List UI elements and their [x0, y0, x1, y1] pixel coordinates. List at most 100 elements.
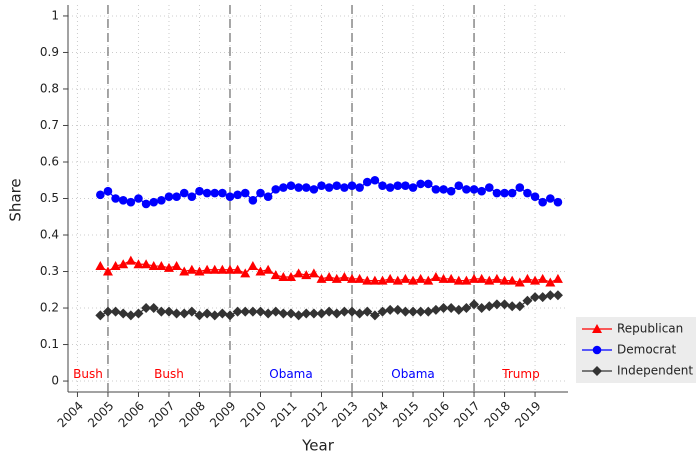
marker — [156, 261, 167, 271]
marker — [317, 181, 326, 191]
marker — [309, 185, 319, 194]
marker — [507, 188, 517, 198]
marker — [538, 197, 547, 207]
marker — [415, 273, 426, 283]
marker — [316, 308, 327, 319]
marker — [301, 270, 312, 280]
marker — [484, 183, 494, 192]
legend-label: Republican — [617, 322, 683, 336]
marker — [294, 183, 303, 192]
marker — [148, 261, 159, 271]
marker — [210, 188, 220, 198]
marker — [224, 264, 235, 274]
marker — [134, 194, 143, 203]
x-axis-title: Year — [301, 437, 335, 455]
marker — [423, 275, 434, 285]
marker — [202, 188, 212, 198]
term-label: Obama — [391, 367, 434, 381]
marker — [256, 188, 265, 198]
marker — [118, 259, 129, 269]
marker — [423, 179, 433, 189]
marker — [438, 303, 449, 314]
marker — [491, 273, 502, 283]
marker — [514, 277, 525, 287]
marker — [286, 181, 296, 191]
marker — [179, 308, 190, 319]
marker — [492, 188, 502, 198]
y-tick-label: 0.1 — [40, 337, 59, 351]
marker — [194, 266, 205, 276]
marker — [523, 188, 532, 198]
marker — [454, 181, 464, 191]
marker — [514, 301, 525, 312]
marker — [401, 181, 410, 191]
marker — [141, 303, 152, 314]
marker — [545, 277, 556, 287]
marker — [362, 306, 373, 317]
x-tick-label: 2009 — [207, 399, 238, 430]
marker — [385, 273, 396, 283]
marker — [469, 299, 480, 310]
marker — [194, 310, 205, 321]
y-tick-label: 0.6 — [40, 154, 59, 168]
marker — [385, 183, 395, 192]
marker — [271, 185, 281, 194]
marker — [522, 273, 533, 283]
x-tick-label: 2007 — [146, 399, 177, 430]
marker — [347, 306, 358, 317]
marker — [133, 259, 144, 269]
marker — [377, 306, 388, 317]
marker — [438, 273, 449, 283]
marker — [408, 306, 419, 317]
term-label: Obama — [269, 367, 312, 381]
marker — [392, 304, 403, 315]
marker — [102, 306, 113, 317]
x-tick-label: 2004 — [55, 399, 86, 430]
y-tick-label: 0.7 — [40, 118, 59, 132]
marker — [240, 188, 250, 198]
marker — [369, 310, 380, 321]
marker — [378, 181, 387, 191]
marker — [308, 308, 319, 319]
legend-label: Independent — [617, 364, 693, 378]
marker — [102, 266, 113, 276]
marker — [163, 262, 174, 272]
marker — [263, 192, 273, 201]
marker — [340, 183, 349, 192]
marker — [530, 275, 541, 285]
marker — [408, 275, 419, 285]
marker — [400, 306, 411, 317]
marker — [400, 273, 411, 283]
marker — [430, 304, 441, 315]
y-tick-label: 0.3 — [40, 264, 59, 278]
x-tick-label: 2017 — [451, 399, 482, 430]
marker — [255, 306, 266, 317]
marker — [324, 271, 335, 281]
marker — [469, 273, 480, 283]
marker — [96, 190, 105, 200]
marker — [263, 308, 274, 319]
marker — [248, 196, 258, 205]
marker — [476, 303, 487, 314]
marker — [423, 306, 434, 317]
x-tick-label: 2015 — [390, 399, 421, 430]
marker — [293, 310, 304, 321]
marker — [263, 264, 274, 274]
marker — [278, 308, 289, 319]
marker — [202, 308, 213, 319]
marker — [354, 273, 365, 283]
x-tick-label: 2013 — [329, 399, 360, 430]
marker — [171, 308, 182, 319]
marker — [301, 183, 311, 192]
marker — [446, 303, 457, 314]
marker — [530, 192, 540, 201]
marker — [133, 308, 144, 319]
marker — [331, 308, 342, 319]
marker — [393, 181, 403, 191]
term-label: Trump — [501, 367, 539, 381]
marker — [141, 259, 152, 269]
marker — [507, 275, 518, 285]
y-tick-label: 0 — [51, 374, 59, 388]
marker — [354, 308, 365, 319]
marker — [149, 197, 159, 207]
